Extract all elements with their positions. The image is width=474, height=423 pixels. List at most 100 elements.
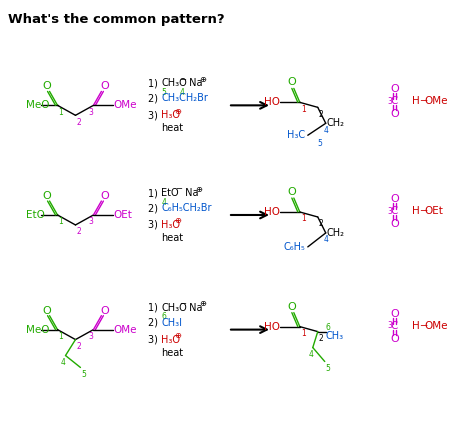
Text: 1): 1) (148, 78, 161, 88)
Text: O: O (100, 191, 109, 201)
Text: OMe: OMe (424, 321, 448, 331)
Text: 3: 3 (89, 332, 93, 341)
Text: 3): 3) (148, 110, 161, 120)
Text: Na: Na (186, 303, 203, 313)
Text: 3): 3) (148, 220, 161, 230)
Text: CH₃: CH₃ (326, 331, 344, 341)
Text: 2): 2) (148, 93, 161, 103)
Text: 1: 1 (301, 105, 306, 114)
Text: O: O (100, 306, 109, 316)
Text: −: − (179, 75, 186, 84)
Text: MeO: MeO (26, 100, 49, 110)
Text: 1: 1 (58, 217, 63, 226)
Text: OEt: OEt (113, 210, 132, 220)
Text: 1): 1) (148, 188, 161, 198)
Text: OMe: OMe (113, 324, 137, 335)
Text: ⊕: ⊕ (175, 331, 182, 340)
Text: O: O (100, 81, 109, 91)
Text: 3: 3 (388, 206, 392, 215)
Text: 1): 1) (148, 303, 161, 313)
Text: EtO: EtO (26, 210, 45, 220)
Text: heat: heat (161, 123, 183, 133)
Text: 2: 2 (76, 118, 81, 127)
Text: O: O (287, 187, 296, 197)
Text: OMe: OMe (113, 100, 137, 110)
Text: 6: 6 (161, 312, 166, 321)
Text: CH₂: CH₂ (327, 118, 345, 128)
Text: 1: 1 (58, 332, 63, 341)
Text: 4: 4 (179, 88, 184, 97)
Text: O: O (287, 77, 296, 88)
Text: OEt: OEt (424, 206, 443, 216)
Text: 1: 1 (301, 329, 306, 338)
Text: H₃C: H₃C (287, 130, 305, 140)
Text: H−: H− (412, 321, 429, 331)
Text: ⊕: ⊕ (195, 184, 202, 194)
Text: O: O (42, 81, 51, 91)
Text: 4: 4 (324, 236, 328, 244)
Text: 5: 5 (161, 88, 166, 97)
Text: CH₃O: CH₃O (161, 78, 187, 88)
Text: ⊕: ⊕ (175, 107, 182, 116)
Text: 3: 3 (388, 97, 392, 106)
Text: ⊕: ⊕ (175, 217, 182, 225)
Text: 5: 5 (326, 364, 330, 373)
Text: ⊕: ⊕ (200, 299, 207, 308)
Text: CH₂: CH₂ (327, 228, 345, 238)
Text: O: O (390, 194, 399, 204)
Text: HO: HO (264, 97, 280, 107)
Text: −: − (179, 299, 186, 308)
Text: O: O (42, 191, 51, 201)
Text: −: − (175, 184, 182, 194)
Text: 1: 1 (58, 108, 63, 117)
Text: 6: 6 (326, 323, 330, 332)
Text: O: O (390, 85, 399, 94)
Text: Na: Na (186, 78, 203, 88)
Text: 2: 2 (76, 228, 81, 236)
Text: 2: 2 (319, 220, 324, 228)
Text: 4: 4 (161, 198, 166, 206)
Text: 3: 3 (388, 321, 392, 330)
Text: H−: H− (412, 96, 429, 106)
Text: 2: 2 (76, 342, 81, 351)
Text: heat: heat (161, 233, 183, 243)
Text: 1: 1 (301, 214, 306, 223)
Text: O: O (42, 306, 51, 316)
Text: O: O (390, 219, 399, 229)
Text: O: O (390, 309, 399, 319)
Text: 3): 3) (148, 335, 161, 345)
Text: CH₃CH₂Br: CH₃CH₂Br (161, 93, 208, 103)
Text: EtO: EtO (161, 188, 179, 198)
Text: 4: 4 (61, 358, 66, 367)
Text: H₃O: H₃O (161, 335, 180, 345)
Text: MeO: MeO (26, 324, 49, 335)
Text: H−: H− (412, 206, 429, 216)
Text: C₆H₅CH₂Br: C₆H₅CH₂Br (161, 203, 212, 213)
Text: heat: heat (161, 348, 183, 357)
Text: 5: 5 (318, 139, 323, 148)
Text: 3: 3 (89, 217, 93, 226)
Text: 4: 4 (309, 350, 314, 359)
Text: What's the common pattern?: What's the common pattern? (8, 13, 224, 26)
Text: HO: HO (264, 321, 280, 332)
Text: O: O (287, 302, 296, 312)
Text: HO: HO (264, 207, 280, 217)
Text: C: C (391, 96, 398, 106)
Text: H₃O: H₃O (161, 220, 180, 230)
Text: OMe: OMe (424, 96, 448, 106)
Text: 3: 3 (89, 108, 93, 117)
Text: 2: 2 (319, 334, 324, 343)
Text: C: C (391, 321, 398, 331)
Text: H₃O: H₃O (161, 110, 180, 120)
Text: ⊕: ⊕ (200, 75, 207, 84)
Text: 4: 4 (324, 126, 328, 135)
Text: CH₃I: CH₃I (161, 318, 182, 328)
Text: 5: 5 (82, 370, 86, 379)
Text: C₆H₅: C₆H₅ (283, 242, 305, 252)
Text: C: C (391, 206, 398, 216)
Text: CH₃O: CH₃O (161, 303, 187, 313)
Text: Na: Na (182, 188, 198, 198)
Text: 2): 2) (148, 203, 161, 213)
Text: 2): 2) (148, 318, 161, 328)
Text: O: O (390, 334, 399, 343)
